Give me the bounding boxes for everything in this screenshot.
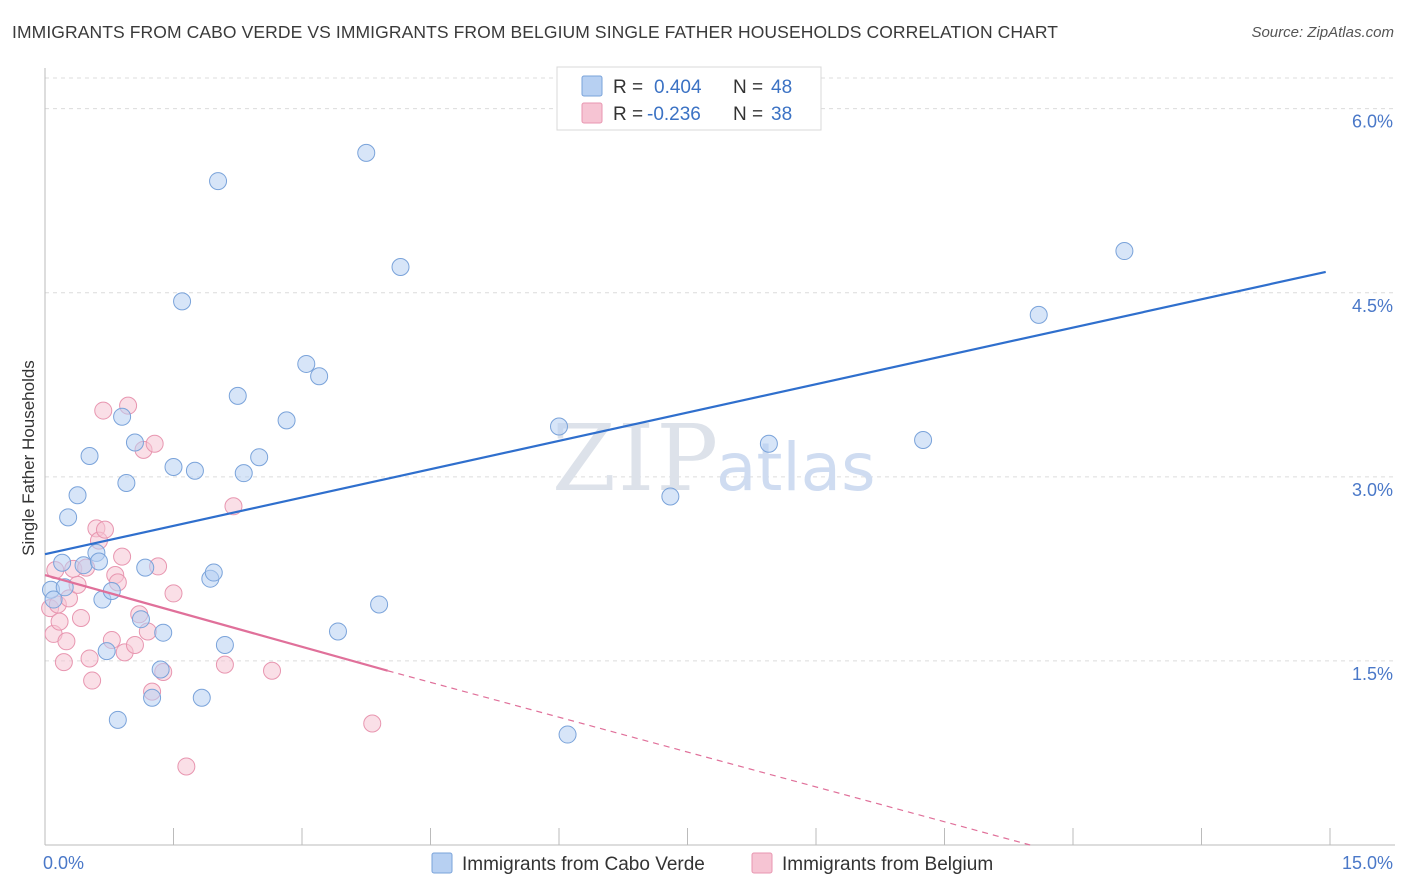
belgium-point — [95, 520, 114, 539]
legend-r-label-cabo-verde: R = — [613, 77, 643, 98]
series-legend: Immigrants from Cabo Verde Immigrants fr… — [431, 852, 993, 875]
cabo-verde-point — [357, 143, 376, 162]
cabo-verde-point — [164, 458, 183, 477]
cabo-verde-point — [125, 433, 144, 452]
belgium-point — [177, 757, 196, 776]
cabo-verde-point — [74, 556, 93, 575]
legend-swatch-belgium — [581, 102, 603, 124]
bottom-legend-label-cabo-verde: Immigrants from Cabo Verde — [462, 854, 705, 875]
legend-n-label-cabo-verde: N = — [733, 77, 763, 98]
cabo-verde-point — [759, 434, 778, 453]
x-tick-label-end: 15.0% — [1342, 853, 1393, 873]
cabo-verde-point — [370, 595, 389, 614]
cabo-verde-point — [185, 461, 204, 480]
cabo-verde-point — [558, 725, 577, 744]
cabo-verde-point — [131, 610, 150, 629]
y-tick-label: 4.5% — [1352, 296, 1393, 316]
cabo-verde-points — [41, 143, 1134, 744]
cabo-verde-point — [550, 417, 568, 436]
cabo-verde-point — [53, 553, 72, 572]
belgium-point — [224, 497, 243, 516]
y-axis-label: Single Father Households — [19, 360, 38, 556]
belgium-point — [125, 635, 144, 654]
axes — [44, 68, 1395, 846]
y-tick-labels: 1.5% 3.0% 4.5% 6.0% — [1352, 112, 1393, 684]
belgium-point — [83, 671, 102, 690]
belgium-point — [57, 632, 76, 651]
cabo-verde-point — [1029, 305, 1048, 324]
cabo-verde-point — [661, 487, 680, 506]
belgium-trend-line — [44, 573, 388, 672]
cabo-verde-point — [59, 508, 78, 527]
gridlines — [45, 77, 1395, 662]
x-tick-label-start: 0.0% — [43, 853, 84, 873]
bottom-legend-swatch-belgium — [751, 852, 773, 874]
watermark-atlas: atlas — [716, 429, 876, 506]
legend-n-value-cabo-verde: 48 — [771, 77, 792, 98]
cabo-verde-point — [55, 578, 74, 597]
cabo-verde-point — [1115, 242, 1134, 261]
cabo-verde-point — [391, 257, 410, 276]
cabo-verde-point — [108, 710, 127, 729]
cabo-verde-point — [97, 642, 116, 661]
belgium-point — [363, 714, 382, 733]
cabo-verde-point — [173, 292, 192, 311]
trend-lines — [44, 270, 1326, 846]
cabo-verde-point — [209, 172, 228, 191]
belgium-point — [145, 434, 164, 453]
cabo-verde-point — [44, 590, 63, 609]
cabo-verde-point — [192, 688, 211, 707]
belgium-point — [94, 401, 113, 420]
chart-source: Source: ZipAtlas.com — [1251, 24, 1394, 41]
cabo-verde-point — [250, 448, 269, 467]
y-tick-label: 3.0% — [1352, 480, 1393, 500]
cabo-verde-point — [89, 552, 108, 571]
cabo-verde-point — [310, 367, 329, 386]
belgium-point — [215, 655, 234, 674]
cabo-verde-point — [117, 473, 136, 492]
legend-n-value-belgium: 38 — [771, 104, 792, 125]
cabo-verde-point — [234, 464, 253, 483]
cabo-verde-point — [154, 623, 173, 642]
y-tick-label: 1.5% — [1352, 664, 1393, 684]
watermark: ZIP atlas — [552, 405, 876, 512]
cabo-verde-point — [80, 446, 99, 465]
cabo-verde-trend-line — [44, 270, 1326, 556]
legend-swatch-cabo-verde — [581, 75, 603, 97]
belgium-point — [54, 653, 73, 672]
cabo-verde-point — [297, 354, 316, 373]
belgium-point — [263, 661, 282, 680]
y-tick-label: 6.0% — [1352, 112, 1393, 132]
cabo-verde-point — [113, 407, 132, 426]
legend-n-label-belgium: N = — [733, 104, 763, 125]
legend-r-label-belgium: R = — [613, 104, 643, 125]
legend-r-value-belgium: -0.236 — [647, 104, 701, 125]
belgium-point — [113, 547, 132, 566]
cabo-verde-point — [328, 622, 347, 641]
belgium-point — [164, 584, 183, 603]
belgium-trend-line-extension — [387, 670, 1031, 846]
stats-legend: R = 0.404 N = 48 R = -0.236 N = 38 — [556, 66, 822, 131]
belgium-point — [71, 608, 90, 627]
cabo-verde-point — [228, 386, 247, 405]
cabo-verde-point — [277, 411, 296, 430]
cabo-verde-point — [68, 486, 87, 505]
watermark-zip: ZIP — [552, 405, 720, 512]
x-tick-labels: 0.0% 15.0% — [43, 853, 1393, 873]
cabo-verde-point — [914, 431, 933, 450]
belgium-points — [41, 396, 382, 776]
belgium-point — [50, 612, 69, 631]
cabo-verde-point — [215, 635, 234, 654]
belgium-point — [80, 649, 99, 668]
bottom-legend-label-belgium: Immigrants from Belgium — [782, 854, 993, 875]
cabo-verde-point — [151, 660, 170, 679]
cabo-verde-point — [136, 558, 155, 577]
chart-title: IMMIGRANTS FROM CABO VERDE VS IMMIGRANTS… — [12, 22, 1059, 42]
cabo-verde-point — [204, 563, 223, 582]
legend-r-value-cabo-verde: 0.404 — [654, 77, 702, 98]
cabo-verde-point — [143, 688, 162, 707]
bottom-legend-swatch-cabo-verde — [431, 852, 453, 874]
